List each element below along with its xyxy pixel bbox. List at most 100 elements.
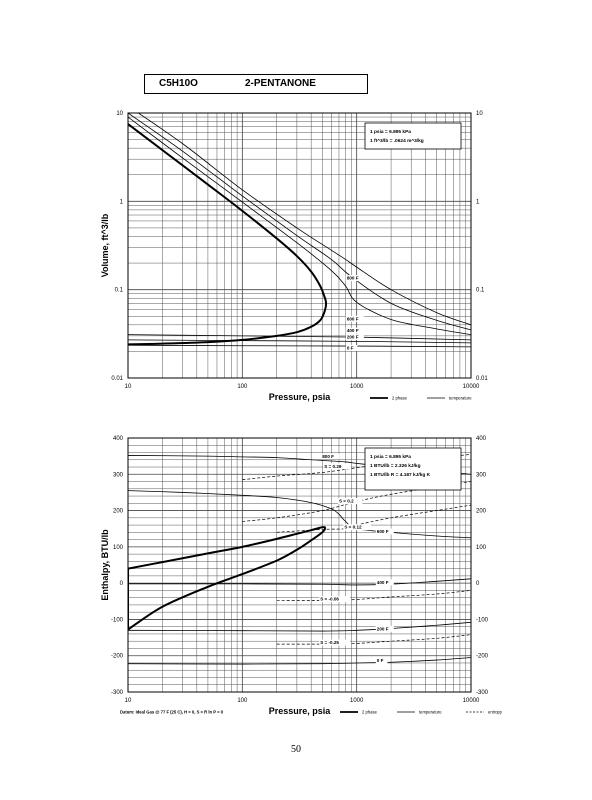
- grid: [127, 113, 471, 379]
- two-phase-curve: [128, 526, 327, 631]
- annotation-bg: [323, 463, 351, 470]
- annotation-bg: [375, 528, 394, 535]
- y-tick-label-left: 300: [113, 472, 124, 478]
- y-tick-label-left: -200: [111, 654, 124, 660]
- y-tick-label-right: 1: [476, 199, 480, 205]
- curve-annotation: 800 F: [347, 276, 359, 281]
- series-group: [128, 113, 471, 348]
- annotation-bg: [375, 625, 394, 632]
- annotation-bg: [345, 345, 358, 352]
- compound-name: 2-PENTANONE: [245, 78, 316, 89]
- y-tick-label-right: -100: [476, 617, 489, 623]
- curve-annotation: S = 0.29: [324, 464, 342, 469]
- y-tick-label-right: 100: [476, 545, 487, 551]
- conversion-line: 1 psia = 6.895 kPa: [370, 129, 411, 135]
- y-tick-label-right: 0.01: [476, 376, 488, 382]
- y-tick-label-left: 0: [120, 581, 124, 587]
- temperature-curve: [128, 621, 471, 632]
- temperature-curve: [128, 344, 471, 348]
- curve-annotation: 400 F: [347, 328, 359, 333]
- datum-note: Datum: Ideal Gas @ 77 F (25 C), H = 0, S…: [120, 710, 224, 715]
- formula-label: C5H10O: [159, 78, 198, 89]
- temperature-curve: [128, 657, 471, 665]
- conversion-line: 1 BTU/lb = 2.326 kJ/kg: [370, 463, 421, 469]
- annotation-bg: [345, 327, 364, 334]
- temperature-curve: [128, 339, 471, 344]
- y-axis-label: Volume, ft^3/lb: [100, 213, 110, 277]
- x-tick-label: 100: [237, 384, 248, 390]
- conversion-box: [364, 122, 462, 150]
- annotation-bg: [375, 579, 394, 586]
- y-tick-label-left: 0.1: [115, 288, 124, 294]
- y-tick-label-left: 0.01: [111, 376, 123, 382]
- annotation-bg: [375, 657, 388, 664]
- y-tick-label-right: -200: [476, 654, 489, 660]
- curve-annotation: 0 F: [347, 346, 354, 351]
- title-box: C5H10O 2-PENTANONE: [144, 74, 368, 94]
- x-tick-label: 1000: [350, 384, 364, 390]
- y-tick-label-right: 10: [476, 111, 483, 117]
- temperature-curve: [137, 113, 471, 326]
- y-tick-label-right: -300: [476, 690, 489, 696]
- x-axis-label: Pressure, psia: [269, 706, 332, 716]
- conversion-box: [364, 447, 462, 491]
- x-tick-label: 10: [125, 384, 132, 390]
- y-tick-label-left: 10: [116, 111, 123, 117]
- annotation-bg: [337, 498, 363, 505]
- plot-frame: [127, 437, 472, 693]
- page-number: 50: [291, 744, 301, 755]
- annotation-bg: [319, 596, 351, 603]
- conversion-line: 1 BTU/lb R = 4.187 kJ/kg K: [370, 472, 431, 478]
- y-tick-label-left: -100: [111, 617, 124, 623]
- annotation-bg: [319, 639, 351, 646]
- annotation-bg: [345, 315, 364, 322]
- curve-annotation: S = 0.2: [339, 499, 354, 504]
- temperature-curve: [128, 113, 471, 331]
- temperature-curve: [128, 334, 471, 341]
- curve-annotation: 600 F: [347, 316, 359, 321]
- temperature-curve: [128, 578, 471, 586]
- chart-2: 10 100 1000 100004003002001000-100-200-3004…: [100, 436, 503, 716]
- y-tick-label-left: -300: [111, 690, 124, 696]
- legend-label: temperature: [449, 396, 472, 401]
- entropy-curve: [276, 504, 471, 533]
- two-phase-curve: [128, 123, 328, 346]
- y-tick-label-right: 300: [476, 472, 487, 478]
- annotation-bg: [345, 334, 364, 341]
- temperature-curve: [128, 490, 471, 539]
- x-tick-label: 10: [125, 698, 132, 704]
- chart-1: 10 100 1000 100001010.10.011010.10.01Pressu…: [100, 111, 488, 402]
- curve-annotation: 200 F: [377, 626, 389, 631]
- legend-label: 2 phase: [392, 396, 408, 401]
- curve-annotation: 800 F: [322, 454, 334, 459]
- curve-annotation: S = -0.06: [320, 597, 339, 602]
- annotation-bg: [321, 453, 340, 460]
- y-tick-label-left: 200: [113, 509, 124, 515]
- legend-label: 2 phase: [362, 710, 378, 715]
- y-tick-label-left: 400: [113, 436, 124, 442]
- curve-annotation: S = -0.25: [320, 640, 339, 645]
- x-axis-label: Pressure, psia: [269, 392, 332, 402]
- curve-annotation: S = 0.12: [344, 525, 362, 530]
- y-tick-label-left: 100: [113, 545, 124, 551]
- legend-label: entropy: [488, 710, 503, 715]
- annotation-bg: [345, 275, 364, 282]
- y-tick-label-right: 0.1: [476, 288, 485, 294]
- y-tick-label-right: 400: [476, 436, 487, 442]
- legend-label: temperature: [419, 710, 442, 715]
- y-axis-label: Enthalpy, BTU/lb: [100, 529, 110, 601]
- y-tick-label-left: 1: [120, 199, 124, 205]
- temperature-curve: [128, 116, 471, 335]
- curve-annotation: 600 F: [377, 529, 389, 534]
- curve-annotation: 400 F: [377, 580, 389, 585]
- x-tick-label: 10000: [463, 384, 480, 390]
- entropy-curve: [276, 590, 471, 601]
- conversion-line: 1 psia = 6.895 kPa: [370, 454, 411, 460]
- y-tick-label-right: 0: [476, 581, 480, 587]
- y-tick-label-right: 200: [476, 509, 487, 515]
- x-tick-label: 1000: [350, 698, 364, 704]
- x-tick-label: 10000: [463, 698, 480, 704]
- x-tick-label: 100: [237, 698, 248, 704]
- plot-frame: [127, 112, 472, 379]
